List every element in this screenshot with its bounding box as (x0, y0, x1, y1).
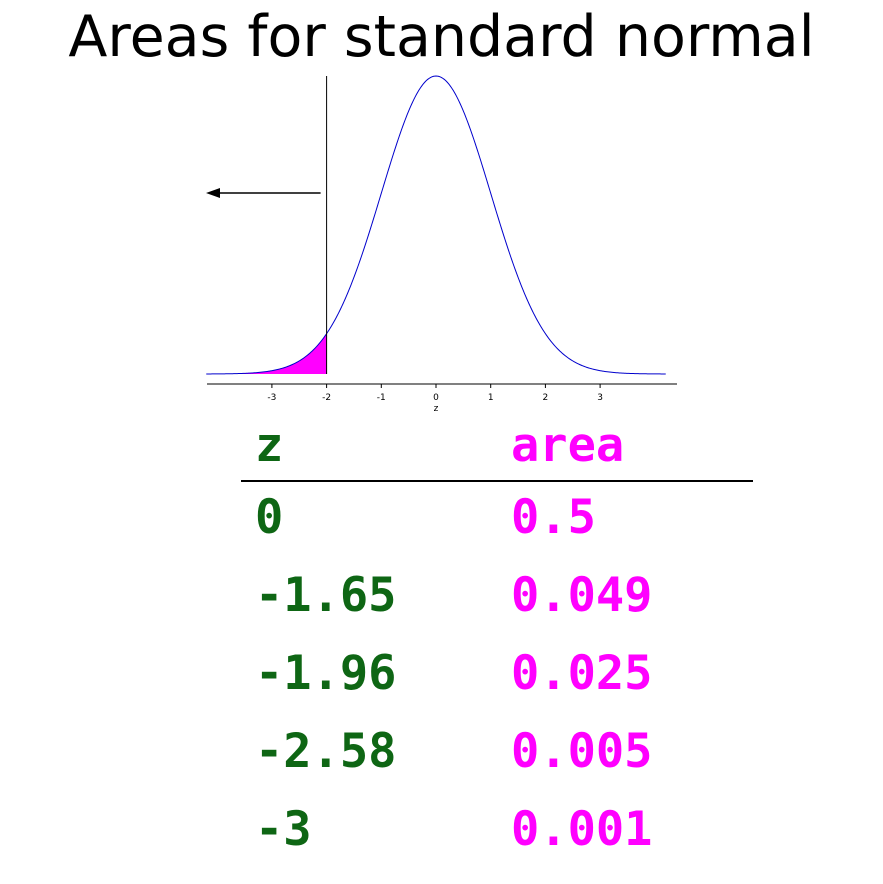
normal-curve-chart: -3 -2 -1 0 1 2 3 z (206, 75, 677, 414)
area-value: 0.5 (511, 490, 596, 545)
x-tick-label: 1 (488, 393, 494, 403)
table-row: -2.58 0.005 (255, 724, 755, 802)
table-rows: 0 0.5 -1.65 0.049 -1.96 0.025 -2.58 0.00… (255, 490, 755, 880)
table-row: 0 0.5 (255, 490, 755, 568)
z-value: -2.58 (255, 724, 397, 779)
page-title: Areas for standard normal (68, 4, 815, 70)
left-arrow-head-icon (206, 188, 220, 198)
area-value: 0.001 (511, 802, 653, 857)
normal-curve-line (206, 75, 666, 375)
shaded-tail-area (206, 333, 327, 374)
table-row: -1.65 0.049 (255, 568, 755, 646)
z-value: -1.65 (255, 568, 397, 623)
header-z: z (255, 418, 284, 473)
x-tick-label: -2 (322, 393, 331, 403)
x-axis-label: z (434, 404, 439, 414)
x-tick-label: -1 (377, 393, 386, 403)
table-header: z area (241, 418, 755, 482)
x-tick-label: 0 (433, 393, 439, 403)
z-value: -3 (255, 802, 312, 857)
area-value: 0.025 (511, 646, 653, 701)
x-tick-label: 3 (597, 393, 603, 403)
z-value: -1.96 (255, 646, 397, 701)
x-tick-label: 2 (543, 393, 549, 403)
table-row: -1.96 0.025 (255, 646, 755, 724)
x-axis-ticks: -3 -2 -1 0 1 2 3 (267, 384, 603, 403)
x-tick-label: -3 (267, 393, 276, 403)
z-area-table: z area 0 0.5 -1.65 0.049 -1.96 0.025 -2.… (241, 418, 755, 880)
header-divider (241, 480, 753, 482)
header-area: area (511, 418, 625, 473)
table-row: -3 0.001 (255, 802, 755, 880)
area-value: 0.005 (511, 724, 653, 779)
area-value: 0.049 (511, 568, 653, 623)
z-value: 0 (255, 490, 284, 545)
